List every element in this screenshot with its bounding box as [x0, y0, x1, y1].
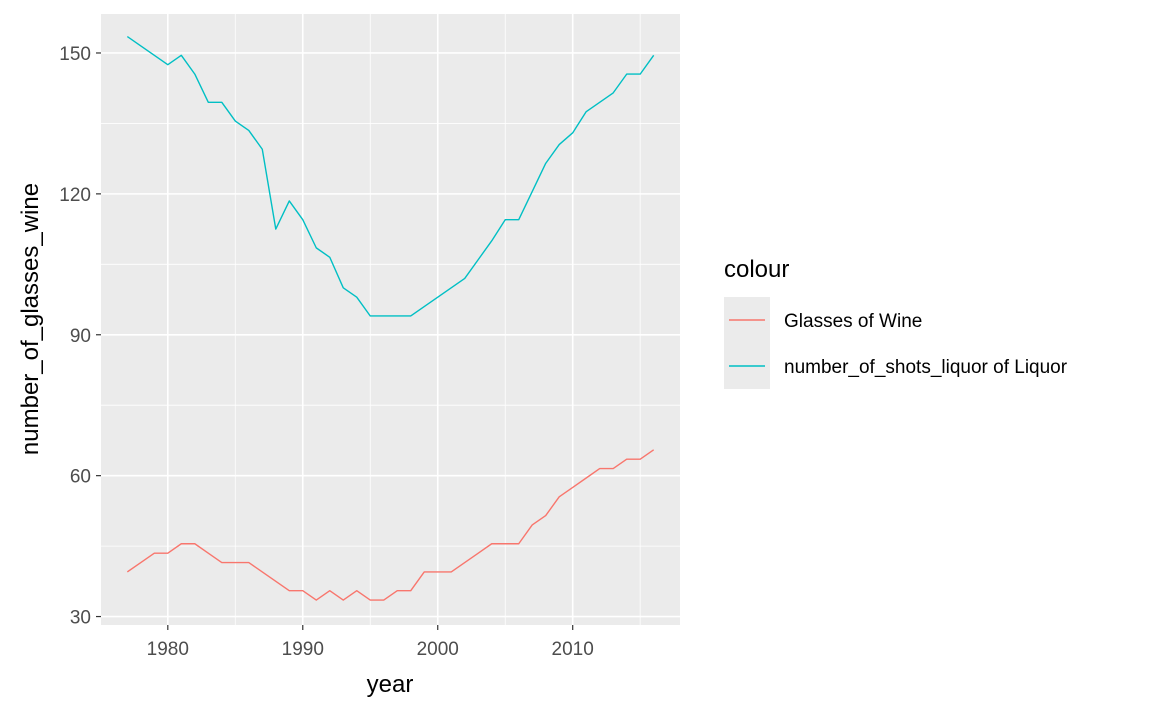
y-tick-label: 150	[59, 44, 91, 65]
legend-title: colour	[724, 256, 789, 283]
y-tick-label: 60	[70, 467, 91, 488]
x-tick-label: 2010	[552, 639, 594, 660]
y-tick-label: 120	[59, 185, 91, 206]
x-tick-label: 1980	[147, 639, 189, 660]
grid-minor	[101, 14, 680, 625]
y-axis-title: number_of_glasses_wine	[17, 183, 44, 455]
series-line-glasses-of-wine	[126, 449, 655, 601]
y-tick-label: 30	[70, 608, 91, 629]
legend-label-glasses-of-wine: Glasses of Wine	[784, 311, 922, 332]
x-axis-title: year	[367, 671, 414, 698]
plot-panel	[101, 14, 680, 625]
series-layer	[126, 35, 655, 601]
grid-major	[101, 14, 680, 625]
x-axis: 1980 1990 2000 2010	[147, 625, 594, 660]
y-axis: 30 60 90 120 150	[59, 44, 101, 629]
legend: colour Glasses of Wine number_of_shots_l…	[724, 256, 1068, 389]
x-tick-label: 1990	[282, 639, 324, 660]
legend-label-liquor: number_of_shots_liquor of Liquor	[784, 357, 1068, 378]
x-tick-label: 2000	[417, 639, 459, 660]
y-tick-label: 90	[70, 326, 91, 347]
series-line-liquor	[126, 35, 655, 317]
